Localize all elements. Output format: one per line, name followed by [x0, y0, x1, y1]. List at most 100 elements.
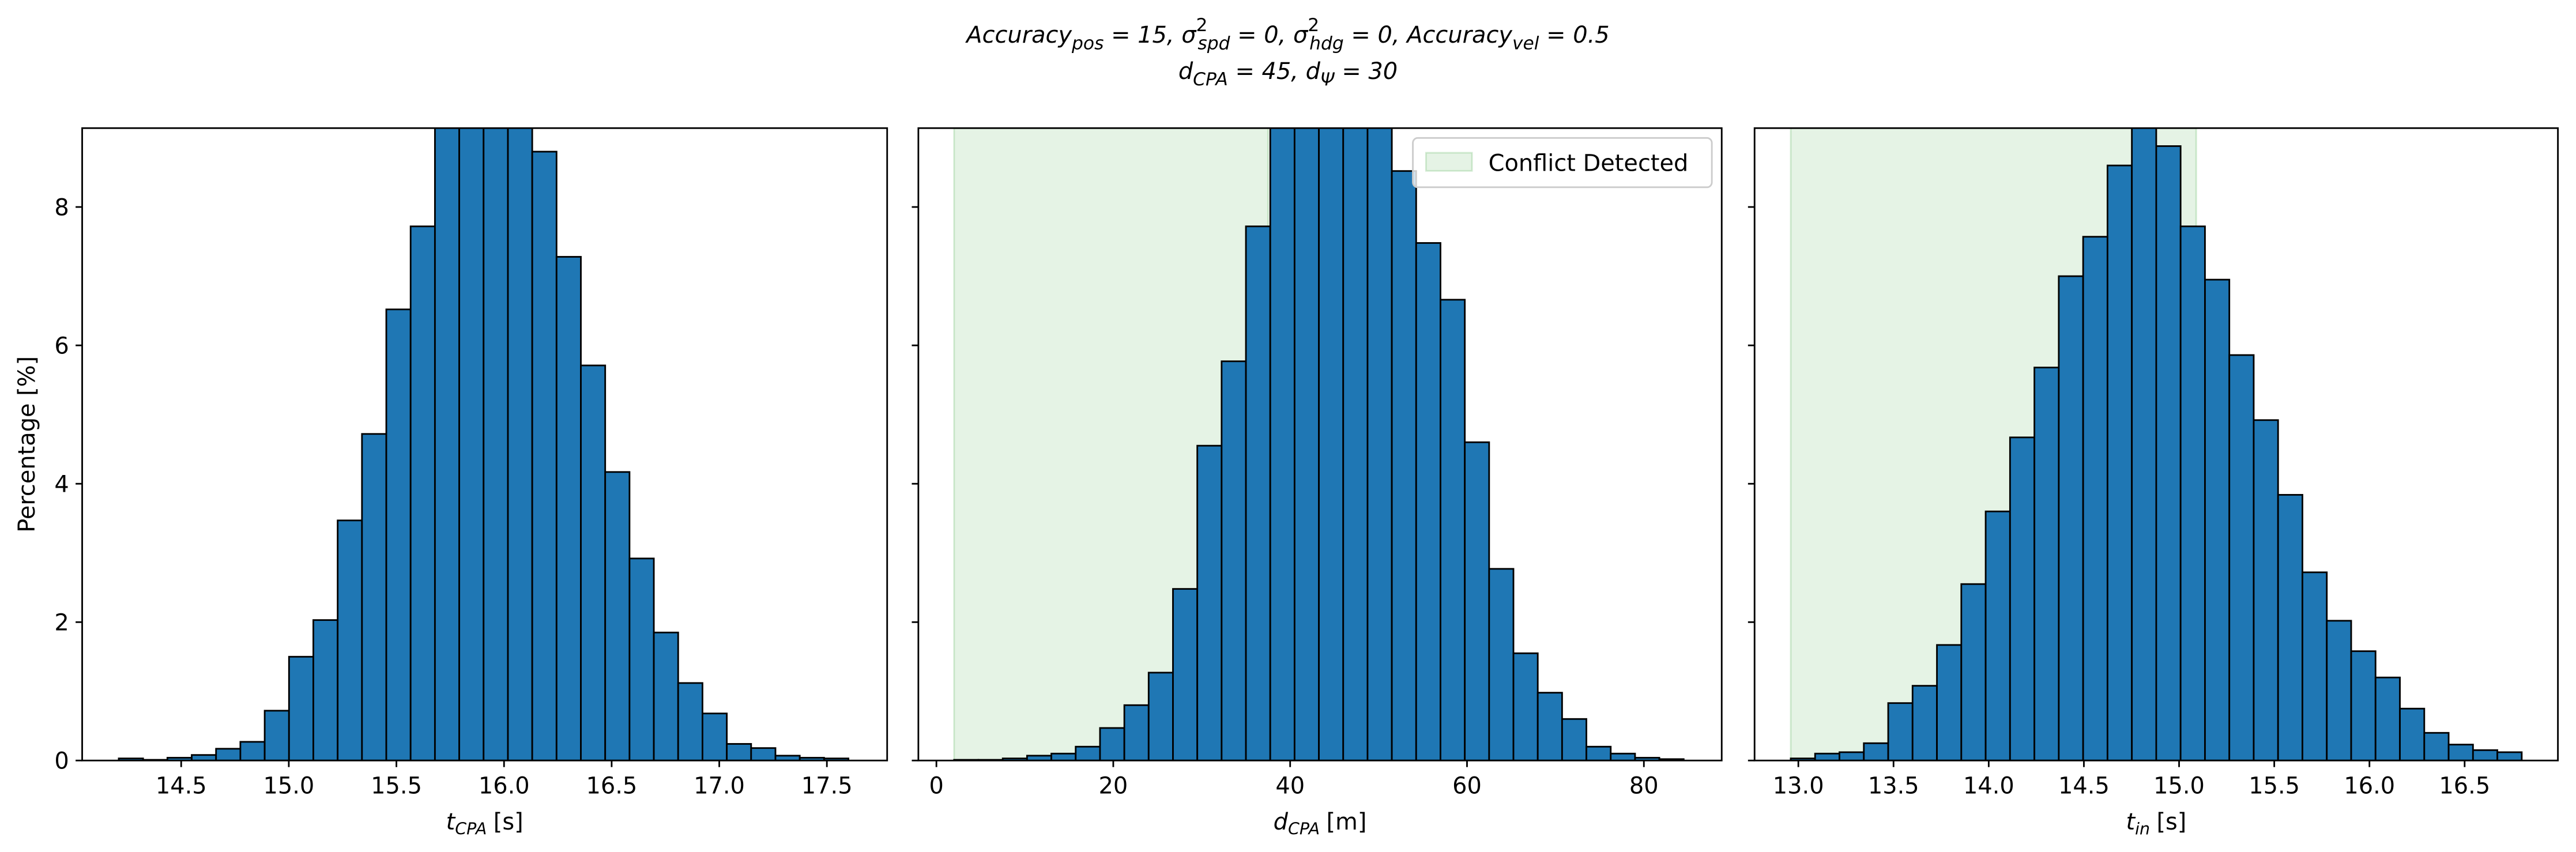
y-tick-label: 6: [54, 333, 69, 359]
axes-frame: [81, 127, 888, 761]
bar: [702, 712, 728, 761]
bar: [1099, 727, 1125, 761]
bar: [1464, 441, 1490, 761]
x-label-unit: [m]: [1327, 809, 1367, 835]
legend-box: [1412, 137, 1713, 189]
bar: [2253, 419, 2279, 761]
x-tick-label: 20: [1099, 772, 1128, 799]
axes: [118, 128, 849, 761]
bar: [385, 308, 412, 761]
bar: [580, 364, 607, 761]
x-tick-label: 17.5: [801, 772, 853, 799]
bar: [337, 519, 363, 761]
x-label-symbol: d: [1274, 809, 1289, 835]
x-tick-label: 15.5: [2249, 772, 2300, 799]
bar: [1814, 752, 1840, 761]
bar: [1318, 128, 1345, 761]
title-text: = 0, σ: [1230, 22, 1309, 48]
x-axis-label: tCPA [s]: [446, 809, 524, 839]
bar: [1196, 444, 1223, 761]
bar: [1342, 128, 1369, 761]
bar: [1610, 752, 1636, 761]
bar: [1221, 360, 1247, 761]
suptitle-line: dCPA​ = 45, dΨ​ = 30: [1178, 58, 1398, 90]
y-tick-label: 0: [54, 748, 69, 775]
bar: [653, 631, 679, 761]
bar: [1512, 652, 1539, 761]
bar: [361, 433, 387, 761]
bar: [458, 128, 485, 761]
x-axis-label: dCPA [m]: [1274, 809, 1367, 839]
bar: [1887, 702, 1914, 761]
bar: [1366, 128, 1393, 761]
title-sub: Ψ: [1320, 69, 1335, 90]
title-text: = 45, d: [1228, 58, 1321, 85]
bar: [1391, 170, 1417, 761]
x-tick-label: 13.5: [1868, 772, 1919, 799]
x-tick-label: 16.0: [479, 772, 530, 799]
bar: [1561, 718, 1587, 761]
legend-swatch: [1425, 152, 1473, 172]
title-text: Accuracy: [965, 22, 1072, 48]
bar: [2374, 676, 2401, 761]
x-tick-label: 13.0: [1773, 772, 1824, 799]
bar: [1172, 588, 1199, 761]
bar: [628, 557, 655, 761]
y-tick-label: 8: [54, 194, 69, 221]
x-tick-label: 17.0: [694, 772, 745, 799]
x-tick-label: 0: [929, 772, 943, 799]
bar: [1123, 704, 1150, 761]
bar: [1050, 752, 1077, 761]
bar: [263, 710, 290, 761]
bar: [1536, 692, 1563, 761]
bar: [239, 741, 266, 761]
bar: [2106, 164, 2133, 761]
x-tick-label: 80: [1629, 772, 1659, 799]
bar: [2082, 236, 2108, 761]
bar: [2155, 145, 2182, 761]
legend-label: Conflict Detected: [1489, 150, 1689, 176]
bar: [2179, 225, 2206, 761]
axes: [953, 128, 1685, 761]
bar: [1245, 225, 1271, 761]
bar: [726, 743, 752, 761]
x-label-unit: [s]: [2156, 809, 2186, 835]
title-text: = 0, Accuracy: [1344, 22, 1513, 48]
bar: [1984, 510, 2011, 761]
bar: [2033, 367, 2060, 761]
x-tick-label: 14.5: [156, 772, 207, 799]
title-text: d: [1178, 58, 1193, 85]
bar: [1585, 745, 1612, 761]
x-tick-label: 14.5: [2058, 772, 2110, 799]
title-text: = 30: [1335, 58, 1398, 85]
bar: [2009, 436, 2036, 761]
title-sub: vel: [1512, 33, 1539, 54]
title-text: = 0.5: [1539, 22, 1610, 48]
bar: [507, 128, 533, 761]
bar: [1911, 685, 1938, 761]
bar: [1936, 644, 1963, 761]
bar: [2472, 749, 2499, 761]
bar: [2399, 707, 2426, 761]
bar: [2423, 732, 2450, 761]
x-label-symbol: t: [2126, 809, 2136, 835]
bar: [2228, 354, 2255, 761]
bar: [531, 150, 558, 761]
bar: [750, 747, 777, 761]
bar: [1488, 568, 1515, 761]
bar: [215, 748, 242, 761]
x-tick-label: 40: [1275, 772, 1305, 799]
bar: [2447, 744, 2474, 761]
axes: [1790, 128, 2523, 761]
title-sub: pos: [1071, 33, 1104, 54]
x-tick-label: 16.5: [2439, 772, 2490, 799]
bar: [191, 754, 217, 761]
bar: [288, 655, 314, 761]
x-tick-label: 15.0: [2153, 772, 2205, 799]
bar: [2277, 493, 2303, 761]
bar: [2204, 278, 2231, 761]
bar: [434, 128, 461, 761]
title-sub: hdg: [1309, 33, 1344, 54]
